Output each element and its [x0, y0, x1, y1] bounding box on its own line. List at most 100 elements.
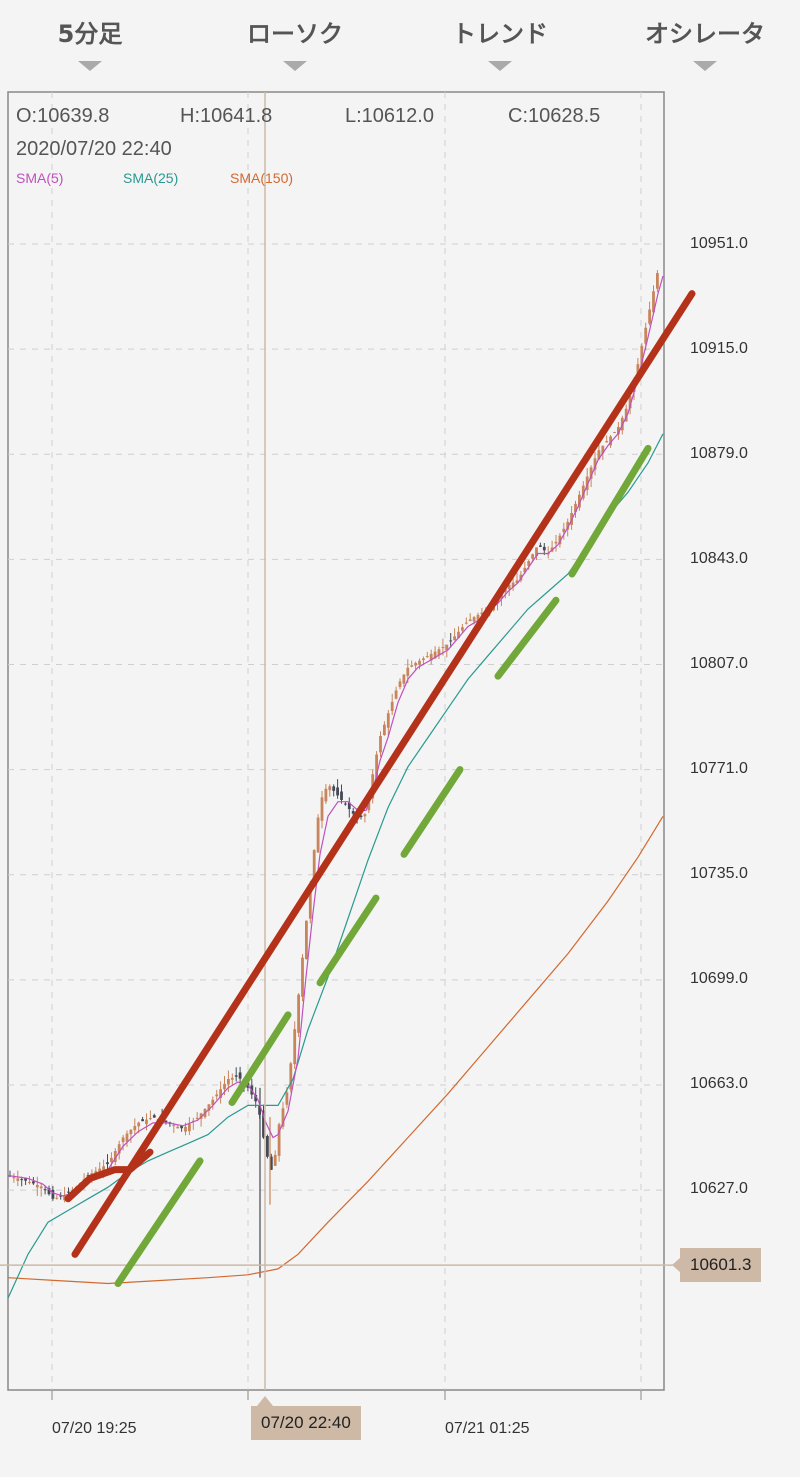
chart-type-selector[interactable]: ローソク	[210, 14, 380, 71]
candle-body	[172, 1125, 176, 1127]
candle-body	[511, 582, 515, 588]
candle-body	[527, 561, 531, 566]
candle-body	[542, 546, 546, 551]
candle-body	[457, 631, 460, 638]
candle-body	[441, 647, 445, 649]
oscillator-selector[interactable]: オシレータ	[620, 14, 790, 71]
candle-body	[628, 396, 632, 409]
candle-body	[453, 636, 456, 641]
candle-body	[215, 1094, 219, 1097]
candle-body	[305, 920, 308, 960]
candle-body	[597, 450, 601, 460]
candle-body	[652, 291, 655, 313]
candle-body	[464, 622, 468, 624]
candle-body	[468, 619, 472, 622]
support-trendline-segment	[568, 444, 652, 578]
legend-sma25: SMA(25)	[123, 170, 179, 186]
candle-body	[254, 1095, 258, 1102]
candle-body	[472, 617, 476, 622]
y-tick-label: 10879.0	[690, 445, 748, 462]
candle-body	[110, 1157, 113, 1162]
candle-body	[581, 485, 585, 499]
y-tick-label: 10699.0	[690, 970, 748, 987]
candle-body	[605, 441, 609, 443]
chevron-down-icon	[283, 61, 307, 71]
candle-body	[207, 1104, 211, 1111]
candle-body	[437, 649, 441, 656]
ohlc-close: C:10628.5	[508, 105, 601, 127]
candle-body	[535, 547, 538, 557]
support-trendline-segment	[316, 894, 380, 987]
candle-body	[43, 1189, 47, 1191]
trend-selector[interactable]: トレンド	[415, 14, 585, 71]
candle-body	[636, 364, 640, 379]
candle-body	[589, 467, 593, 479]
candle-body	[433, 651, 437, 659]
candle-body	[281, 1108, 285, 1127]
y-tick-label: 10663.0	[690, 1075, 748, 1092]
candle-body	[523, 567, 527, 573]
sma25-line	[7, 433, 664, 1299]
candle-body	[507, 584, 511, 590]
candle-body	[277, 1124, 281, 1156]
candle-body	[601, 445, 605, 454]
trendline-curve	[64, 1148, 154, 1203]
main-trendline	[71, 290, 696, 1258]
x-tick-label: 07/21 01:25	[445, 1420, 530, 1437]
candle-body	[141, 1119, 144, 1122]
y-tick-label: 10627.0	[690, 1180, 748, 1197]
candle-body	[398, 681, 402, 688]
candle-body	[234, 1075, 238, 1077]
candle-body	[359, 815, 363, 818]
candle-body	[219, 1089, 222, 1098]
candle-body	[418, 660, 421, 665]
candle-body	[531, 554, 534, 559]
candle-body	[316, 817, 320, 853]
candle-body	[297, 994, 300, 1033]
y-tick-label: 10843.0	[690, 550, 748, 567]
candle-body	[164, 1120, 168, 1123]
oscillator-label: オシレータ	[645, 20, 765, 48]
candle-body	[644, 327, 648, 344]
time-tag-pointer	[257, 1396, 273, 1406]
candle-body	[47, 1188, 51, 1195]
candle-body	[106, 1162, 109, 1165]
candle-body	[98, 1168, 102, 1174]
candle-body	[301, 957, 304, 997]
candle-body	[340, 791, 343, 800]
chevron-down-icon	[78, 61, 102, 71]
candle-body	[59, 1195, 63, 1197]
price-tag-pointer	[672, 1257, 681, 1273]
y-tick-label: 10951.0	[690, 235, 748, 252]
candle-body	[476, 614, 480, 622]
candle-body	[211, 1099, 215, 1105]
candle-body	[558, 535, 562, 545]
candle-body	[152, 1115, 156, 1118]
candle-body	[402, 674, 406, 684]
candle-body	[648, 309, 651, 324]
candle-body	[617, 427, 620, 435]
candle-body	[574, 503, 577, 513]
candle-body	[461, 627, 464, 631]
candle-body	[133, 1126, 137, 1131]
candle-body	[266, 1135, 269, 1157]
legend-sma150: SMA(150)	[230, 170, 294, 186]
sma5-line	[7, 275, 664, 1197]
timeframe-selector[interactable]: 5分足	[5, 14, 175, 71]
candle-body	[125, 1133, 129, 1142]
candle-body	[624, 408, 628, 422]
candle-body	[113, 1151, 117, 1163]
candle-body	[562, 528, 566, 533]
candle-body	[12, 1177, 16, 1179]
candle-body	[94, 1170, 98, 1174]
candle-body	[386, 713, 390, 728]
candle-body	[609, 436, 612, 446]
candle-body	[406, 667, 410, 676]
candle-body	[336, 787, 339, 796]
candle-body	[176, 1126, 180, 1129]
candle-body	[289, 1063, 293, 1090]
candle-body	[480, 612, 484, 615]
candle-body	[230, 1077, 234, 1080]
candle-body	[117, 1144, 121, 1154]
